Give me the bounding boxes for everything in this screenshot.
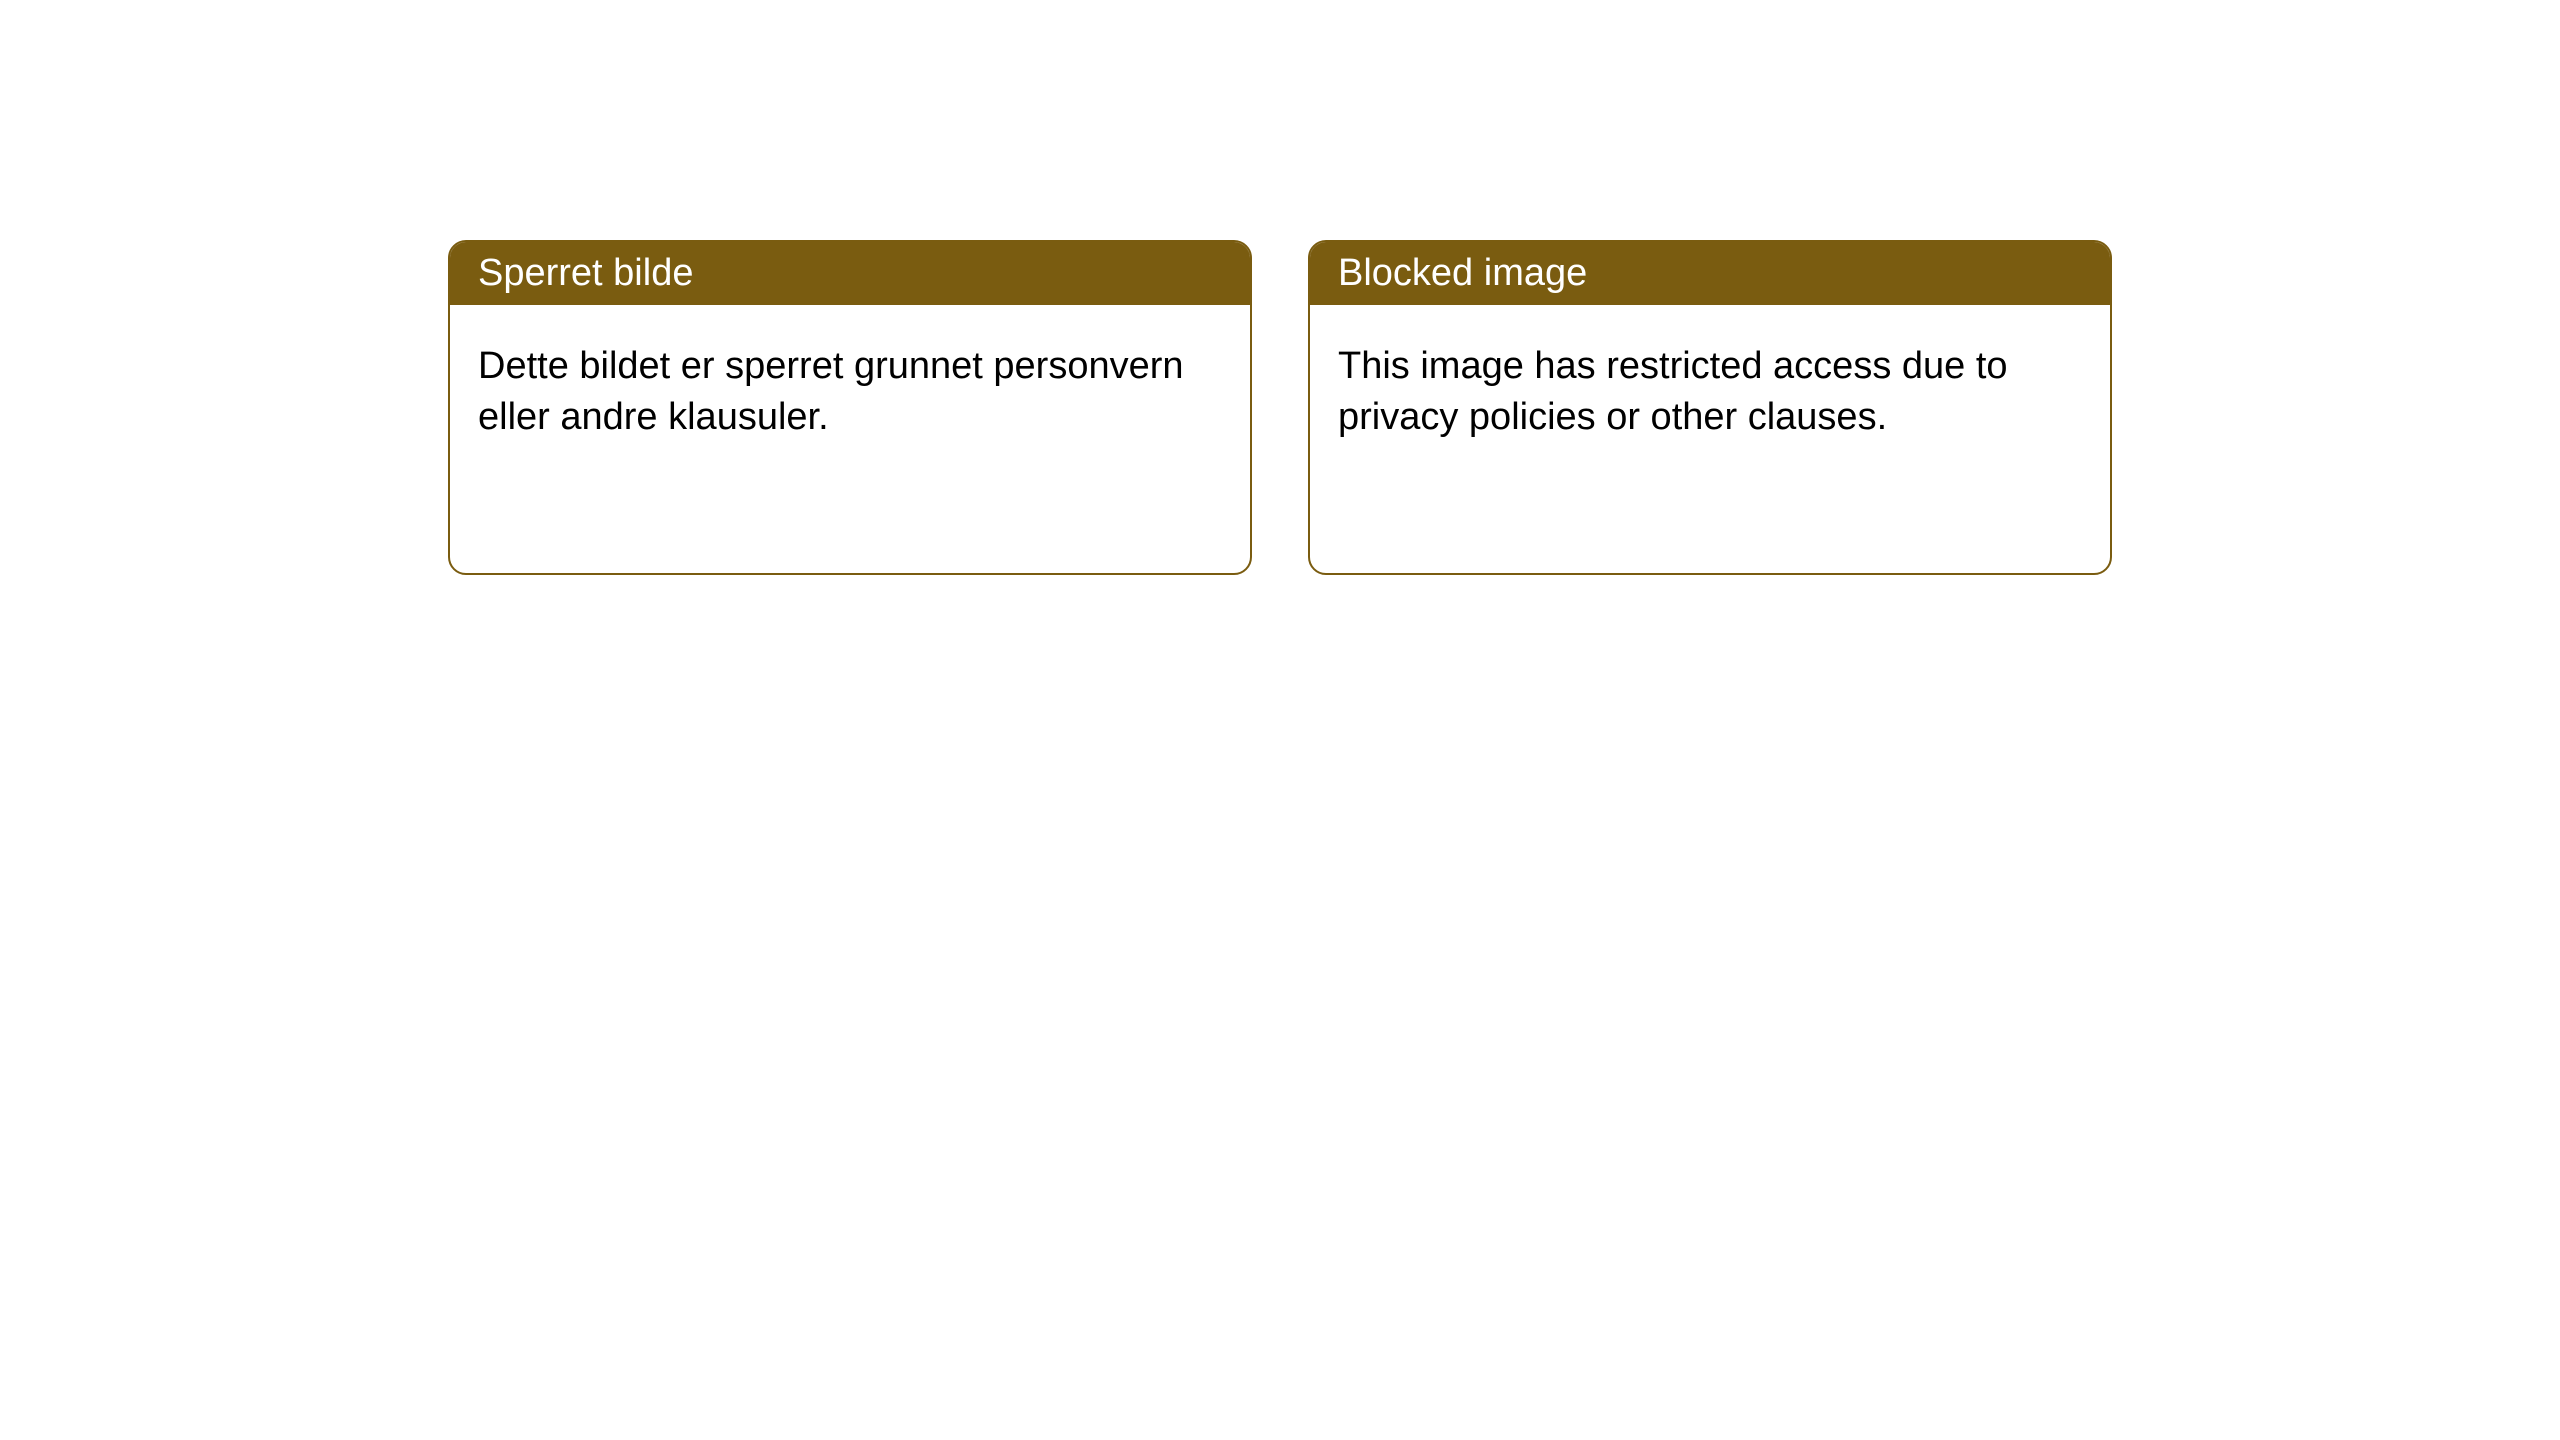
notice-title-norwegian: Sperret bilde	[450, 242, 1250, 305]
notice-card-english: Blocked image This image has restricted …	[1308, 240, 2112, 575]
notice-title-english: Blocked image	[1310, 242, 2110, 305]
notice-body-norwegian: Dette bildet er sperret grunnet personve…	[450, 305, 1250, 480]
notice-body-english: This image has restricted access due to …	[1310, 305, 2110, 480]
notice-container: Sperret bilde Dette bildet er sperret gr…	[448, 240, 2112, 575]
notice-card-norwegian: Sperret bilde Dette bildet er sperret gr…	[448, 240, 1252, 575]
